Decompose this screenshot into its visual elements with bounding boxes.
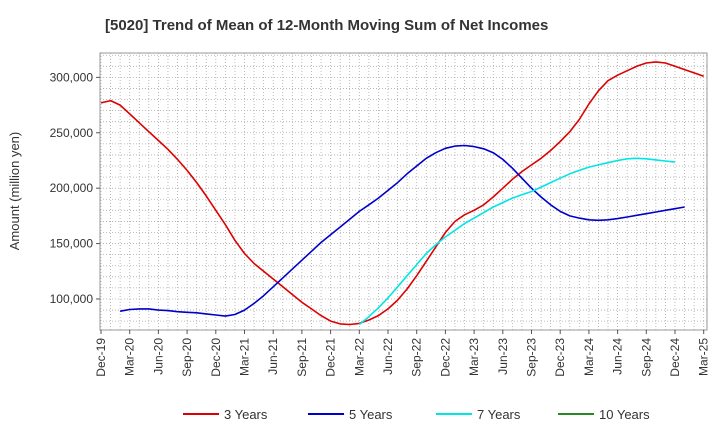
series-line-3-years [100,61,704,326]
x-tick-label: Sep-21 [295,338,309,377]
x-tick-label: Sep-24 [639,338,653,377]
x-tick-label: Dec-20 [209,338,223,377]
x-tick-label: Dec-24 [668,338,682,377]
x-tick-label: Dec-19 [94,338,108,377]
x-tick-label: Mar-21 [238,338,252,376]
series-line-7-years [358,157,676,326]
y-axis: 100,000 150,000 200,000 250,000 300,000 [50,70,100,306]
legend-item: 3 Years [183,407,268,422]
legend-label: 10 Years [599,407,650,422]
x-tick-label: Mar-20 [123,338,137,376]
y-tick-label: 200,000 [50,181,94,195]
x-tick-label: Dec-22 [438,338,452,377]
chart-title: [5020] Trend of Mean of 12-Month Moving … [105,17,548,34]
x-tick-label: Sep-20 [180,338,194,377]
x-tick-label: Dec-23 [553,338,567,377]
legend-label: 3 Years [224,407,268,422]
x-tick-label: Jun-23 [496,338,510,375]
x-tick-label: Sep-22 [410,338,424,377]
legend-item: 10 Years [558,407,650,422]
x-tick-label: Jun-24 [611,338,625,375]
legend-item: 7 Years [436,407,521,422]
x-axis: Dec-19 Mar-20 Jun-20 Sep-20 Dec-20 Mar-21 Jun-… [94,330,711,377]
x-tick-label: Mar-22 [352,338,366,376]
x-tick-label: Jun-20 [151,338,165,375]
x-tick-label: Mar-23 [467,338,481,376]
x-tick-label: Mar-25 [697,338,711,376]
y-tick-label: 250,000 [50,126,94,140]
x-tick-label: Dec-21 [324,338,338,377]
grid [100,53,707,330]
plot-frame [99,52,708,331]
series-layer [100,61,704,326]
y-tick-label: 300,000 [50,70,94,84]
legend-label: 5 Years [349,407,393,422]
x-tick-label: Mar-24 [582,338,596,376]
legend-item: 5 Years [308,407,393,422]
x-tick-label: Jun-21 [266,338,280,375]
legend-label: 7 Years [477,407,521,422]
x-tick-label: Jun-22 [381,338,395,375]
y-tick-label: 150,000 [50,237,94,251]
series-line-5-years [119,144,685,317]
y-axis-label: Amount (million yen) [7,132,22,251]
x-tick-label: Sep-23 [525,338,539,377]
legend: 3 Years 5 Years 7 Years 10 Years [183,407,650,422]
y-tick-label: 100,000 [50,292,94,306]
